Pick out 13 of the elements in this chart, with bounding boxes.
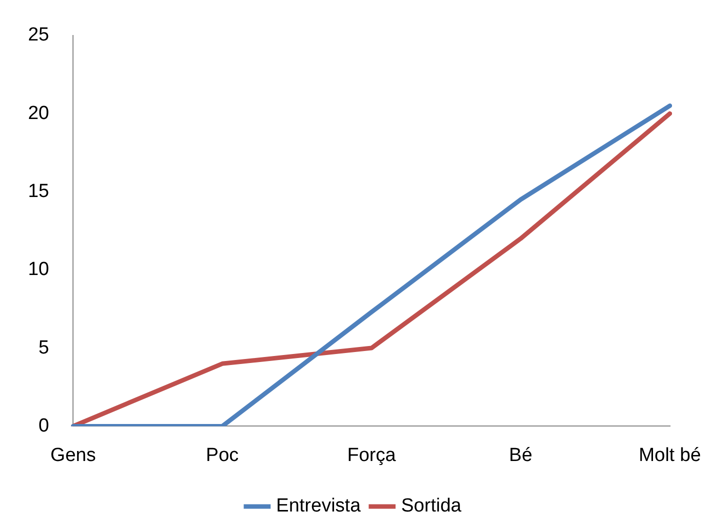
x-tick-label: Gens bbox=[50, 444, 96, 466]
y-tick-label: 0 bbox=[38, 415, 50, 436]
y-tick-label: 5 bbox=[38, 337, 50, 358]
y-tick-label: 20 bbox=[28, 102, 50, 124]
legend-label: Sortida bbox=[401, 496, 462, 517]
x-tick-label: Poc bbox=[206, 444, 239, 466]
x-tick-label: Bé bbox=[509, 444, 532, 466]
x-tick-label: Força bbox=[347, 444, 396, 466]
y-tick-label: 25 bbox=[28, 24, 50, 46]
legend-label: Entrevista bbox=[276, 496, 362, 517]
x-tick-label: Molt bé bbox=[638, 444, 702, 466]
y-tick-label: 10 bbox=[28, 259, 50, 280]
y-tick-label: 15 bbox=[28, 180, 50, 202]
